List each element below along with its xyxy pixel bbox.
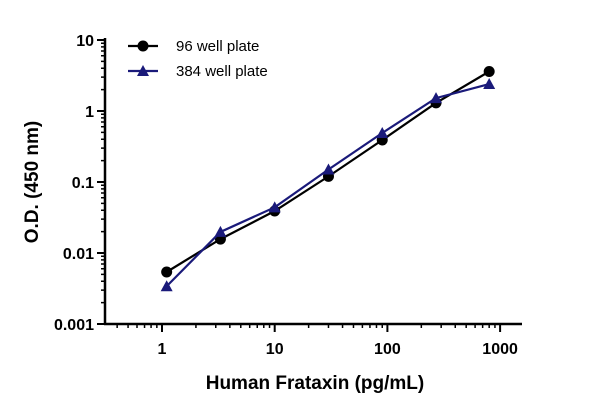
series-layer bbox=[160, 66, 496, 292]
data-point-triangle bbox=[430, 92, 443, 104]
x-tick-label: 1000 bbox=[482, 341, 518, 358]
legend: 96 well plate 384 well plate bbox=[128, 38, 268, 80]
y-tick-label: 0.1 bbox=[72, 175, 94, 192]
data-point-triangle bbox=[322, 163, 335, 175]
data-point-triangle bbox=[160, 280, 173, 292]
legend-label: 384 well plate bbox=[176, 63, 268, 80]
data-point-circle bbox=[137, 40, 149, 52]
data-point-triangle bbox=[376, 126, 389, 138]
x-tick-label: 1 bbox=[158, 341, 167, 358]
y-axis-title: O.D. (450 nm) bbox=[22, 121, 43, 243]
data-point-triangle bbox=[137, 65, 149, 76]
data-point-circle bbox=[483, 66, 495, 78]
legend-label: 96 well plate bbox=[176, 38, 259, 55]
y-tick-label: 0.01 bbox=[63, 246, 94, 263]
axes: 0.001 0.01 0.1 1 10 1 10 100 1000 bbox=[54, 33, 522, 358]
data-point-triangle bbox=[483, 78, 496, 90]
x-axis-title: Human Frataxin (pg/mL) bbox=[206, 373, 425, 394]
x-tick-label: 100 bbox=[374, 341, 401, 358]
y-tick-label: 1 bbox=[85, 104, 94, 121]
y-tick-label: 10 bbox=[76, 33, 94, 50]
data-point-circle bbox=[161, 266, 173, 278]
data-point-triangle bbox=[214, 225, 227, 237]
y-tick-label: 0.001 bbox=[54, 317, 94, 334]
series-line-2 bbox=[165, 82, 490, 288]
x-tick-label: 10 bbox=[266, 341, 284, 358]
data-point-triangle bbox=[268, 201, 281, 213]
